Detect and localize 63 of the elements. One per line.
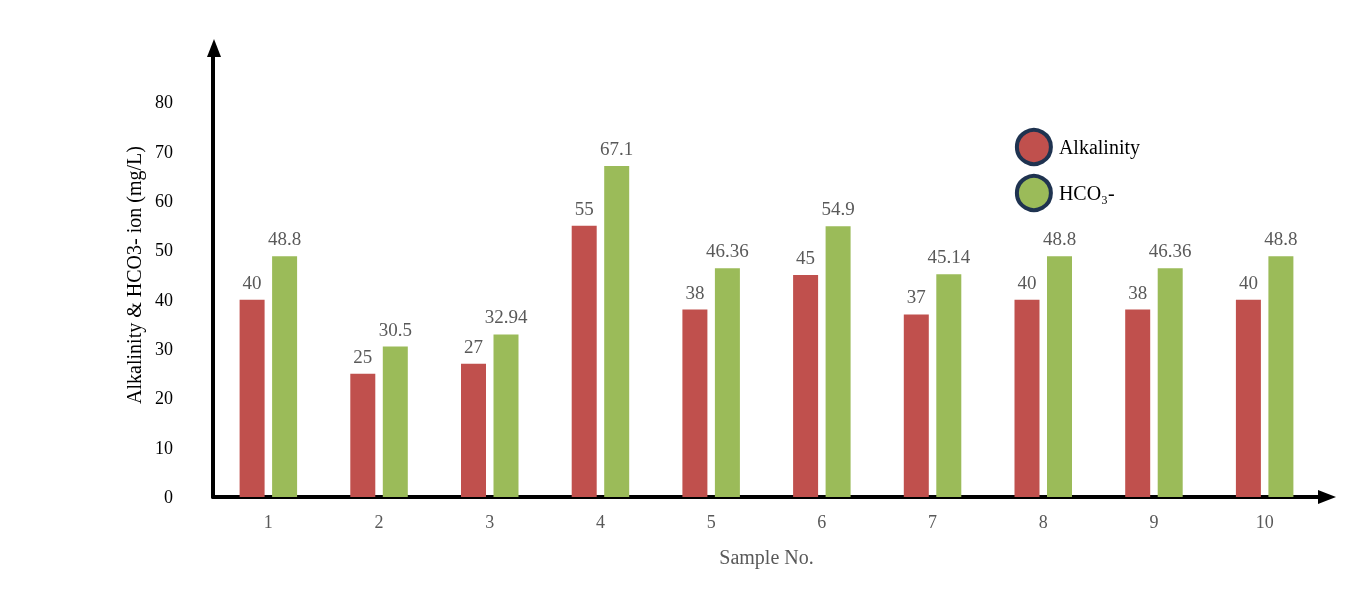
data-label: 27 [464, 335, 483, 357]
bar [604, 165, 630, 497]
data-label: 25 [353, 345, 373, 367]
bar [1235, 299, 1261, 497]
bar [493, 334, 519, 497]
data-label: 48.8 [1264, 228, 1298, 250]
y-tick-label: 30 [155, 339, 173, 359]
x-tick-label: 9 [1149, 512, 1159, 532]
data-label: 40 [1238, 271, 1258, 293]
bar [936, 274, 962, 497]
x-tick-label: 3 [485, 512, 495, 532]
legend-label: Alkalinity [1058, 136, 1141, 159]
y-tick-label: 60 [155, 191, 173, 211]
x-tick-label: 6 [817, 512, 827, 532]
bar [1125, 309, 1151, 497]
x-tick-label: 8 [1038, 512, 1048, 532]
y-tick-label: 50 [155, 240, 173, 261]
x-tick-label: 4 [595, 512, 605, 532]
data-label: 46.36 [1148, 240, 1192, 262]
bar [793, 275, 819, 497]
y-tick-label: 40 [155, 289, 173, 310]
bar [1157, 268, 1183, 497]
data-label: 48.8 [1042, 228, 1077, 250]
legend-label: HCO₃- [1058, 182, 1115, 204]
data-label: 54.9 [821, 198, 855, 220]
x-axis-title: Sample No. [719, 546, 814, 569]
y-tick-label: 20 [155, 388, 173, 409]
data-label: 45.14 [927, 246, 971, 268]
bar [239, 299, 265, 497]
bar [571, 225, 597, 497]
bar [682, 309, 708, 497]
data-label: 67.1 [600, 137, 634, 159]
data-label: 48.8 [267, 228, 302, 250]
data-label: 40 [242, 271, 262, 293]
x-tick-label: 5 [706, 512, 716, 532]
bar [1014, 299, 1040, 497]
data-label: 45 [796, 247, 816, 268]
data-label: 32.94 [484, 306, 528, 328]
data-label: 40 [1017, 271, 1037, 293]
bar [1268, 256, 1294, 497]
data-label: 38 [1128, 281, 1148, 303]
bar [714, 268, 740, 497]
x-tick-label: 7 [928, 512, 938, 532]
data-label: 46.36 [706, 240, 749, 262]
x-tick-label: 10 [1255, 512, 1274, 532]
data-label: 55 [574, 197, 594, 219]
bar [1047, 256, 1072, 497]
y-tick-label: 80 [155, 92, 173, 113]
y-axis-title: Alkalinity & HCO3- ion (mg/L) [123, 146, 147, 404]
bar [461, 363, 486, 497]
bar [272, 256, 298, 497]
data-label: 30.5 [378, 318, 412, 340]
data-label: 37 [906, 286, 926, 308]
x-tick-label: 1 [263, 512, 273, 532]
x-tick-label: 2 [374, 512, 384, 532]
bar [350, 373, 376, 497]
bar [825, 226, 851, 497]
y-tick-label: 70 [155, 141, 173, 162]
y-tick-label: 10 [155, 437, 173, 458]
data-label: 38 [685, 281, 705, 303]
y-tick-label: 0 [164, 487, 173, 507]
bar [382, 346, 408, 497]
bar [903, 314, 929, 497]
